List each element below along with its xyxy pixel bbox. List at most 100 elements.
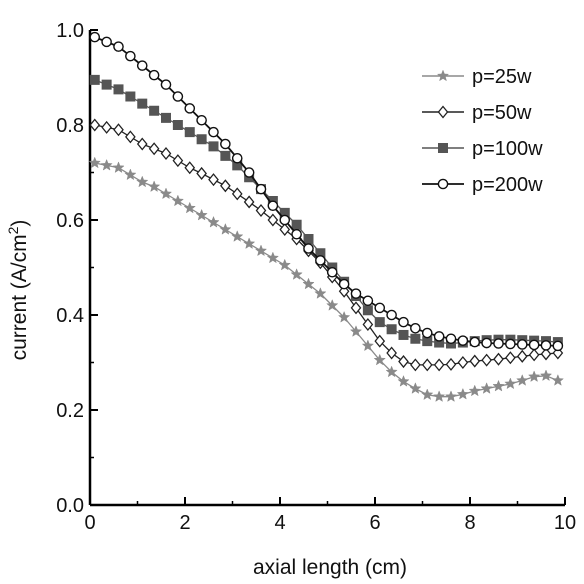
data-point xyxy=(195,208,208,221)
data-point xyxy=(493,338,504,349)
y-axis-title-superscript: 2 xyxy=(5,226,21,234)
data-point xyxy=(481,337,492,349)
data-point xyxy=(326,299,339,311)
data-point xyxy=(208,126,219,138)
legend-entry: p=50w xyxy=(422,102,532,124)
data-point xyxy=(89,118,101,132)
data-point xyxy=(539,369,553,382)
data-point xyxy=(184,161,196,175)
data-point xyxy=(516,349,528,363)
data-point xyxy=(136,137,148,151)
series-line xyxy=(94,124,558,366)
data-point xyxy=(398,355,409,369)
data-point xyxy=(113,123,124,137)
data-point xyxy=(457,335,469,346)
data-point xyxy=(136,60,148,71)
data-point xyxy=(374,302,386,314)
data-point xyxy=(101,120,112,134)
data-point xyxy=(469,336,481,348)
series-p-200w xyxy=(89,31,564,352)
data-point xyxy=(89,31,101,43)
data-point xyxy=(433,358,445,372)
data-point xyxy=(410,333,421,344)
data-point xyxy=(231,230,244,242)
data-point xyxy=(445,357,457,371)
data-point xyxy=(243,167,255,178)
x-tick-label: 8 xyxy=(464,512,475,534)
data-point xyxy=(516,374,529,386)
data-point xyxy=(303,234,314,244)
data-point xyxy=(254,244,268,257)
data-point xyxy=(220,138,231,150)
legend-label: p=200w xyxy=(472,174,543,196)
data-point xyxy=(480,382,493,394)
data-point xyxy=(552,340,564,352)
data-point xyxy=(101,36,112,48)
data-point xyxy=(171,194,185,207)
data-point xyxy=(279,214,291,226)
data-point xyxy=(291,228,302,240)
data-point xyxy=(196,134,207,145)
data-point xyxy=(113,41,124,52)
data-point xyxy=(421,327,433,339)
series-line xyxy=(94,162,559,398)
data-point xyxy=(410,358,421,372)
y-tick-label: 0.4 xyxy=(56,305,84,327)
data-point xyxy=(457,355,469,370)
data-point xyxy=(183,201,196,214)
legend-entry: p=100w xyxy=(422,138,543,160)
data-point xyxy=(112,161,125,173)
data-point xyxy=(207,215,220,228)
data-point xyxy=(421,388,434,401)
y-axis-title-main: current (A/cm xyxy=(8,234,31,360)
data-point xyxy=(196,114,207,126)
y-tick-label: 0.8 xyxy=(56,115,84,137)
data-point xyxy=(493,352,504,366)
data-point xyxy=(160,79,172,90)
legend-marker xyxy=(438,143,448,153)
legend: p=25w p=50w p=100w p=200w xyxy=(422,66,543,196)
data-point xyxy=(315,255,326,266)
data-point xyxy=(302,277,315,290)
data-point xyxy=(88,156,101,169)
y-axis-title: current (A/cm2) xyxy=(5,220,31,361)
data-point xyxy=(349,325,363,337)
data-point xyxy=(184,103,196,114)
data-point xyxy=(172,154,184,168)
data-point xyxy=(350,301,362,315)
data-point xyxy=(279,222,291,237)
data-point xyxy=(433,331,445,342)
data-point xyxy=(208,173,219,187)
y-tick-label: 1.0 xyxy=(56,20,84,42)
data-point xyxy=(421,358,433,372)
data-point xyxy=(219,223,232,235)
data-point xyxy=(505,338,516,350)
data-point xyxy=(432,390,446,402)
data-point xyxy=(398,329,409,340)
x-axis-title: axial length (cm) xyxy=(253,556,407,579)
x-tick-label: 2 xyxy=(179,512,190,534)
data-point xyxy=(125,50,136,62)
legend-marker xyxy=(436,69,450,82)
data-point xyxy=(362,317,374,332)
data-point xyxy=(374,334,386,348)
x-tick-label: 0 xyxy=(84,512,95,534)
data-point xyxy=(161,112,171,123)
series-p-25w xyxy=(88,156,565,402)
data-point xyxy=(267,213,279,227)
data-point xyxy=(125,91,136,102)
legend-entry: p=25w xyxy=(422,66,532,88)
data-point xyxy=(481,353,492,367)
series-line xyxy=(94,36,558,347)
data-point xyxy=(148,69,160,81)
data-point xyxy=(456,387,470,400)
data-point xyxy=(266,251,280,264)
data-point xyxy=(291,219,302,230)
data-point xyxy=(504,377,517,390)
data-point xyxy=(184,127,195,138)
y-axis-title-suffix: ) xyxy=(8,220,31,227)
data-point xyxy=(469,354,481,368)
data-point xyxy=(149,105,160,116)
data-point xyxy=(101,79,112,90)
data-point xyxy=(551,374,565,386)
